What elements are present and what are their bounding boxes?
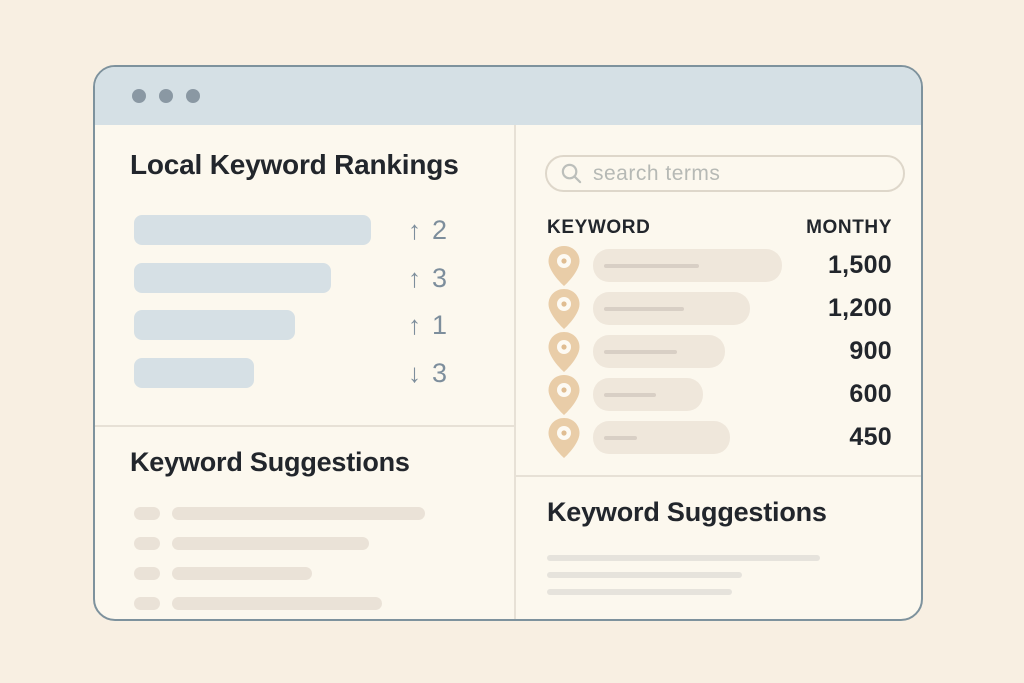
location-pin-icon <box>548 375 580 415</box>
rank-delta-value: 1 <box>432 310 448 340</box>
location-pin-icon <box>548 418 580 458</box>
suggestion-bullet <box>134 567 160 580</box>
keyword-table-row[interactable]: 1,500 <box>547 244 892 287</box>
ranking-row[interactable]: ↑ 2 <box>134 215 494 245</box>
keyword-bar <box>593 335 725 368</box>
arrow-up-icon: ↑ <box>408 310 421 340</box>
arrow-down-icon: ↓ <box>408 358 421 388</box>
suggestion-bullet <box>134 507 160 520</box>
rank-delta-value: 2 <box>432 215 448 245</box>
keyword-text-line <box>604 393 656 397</box>
keyword-rank-bar <box>134 263 331 293</box>
location-pin-icon <box>548 289 580 329</box>
window-control-dot[interactable] <box>186 89 200 103</box>
ranking-row[interactable]: ↑ 3 <box>134 263 494 293</box>
arrow-up-icon: ↑ <box>408 263 421 293</box>
suggestion-bullet <box>134 537 160 550</box>
monthly-volume-value: 1,200 <box>827 294 892 322</box>
keyword-rank-bar <box>134 310 295 340</box>
ranking-row[interactable]: ↑ 1 <box>134 310 494 340</box>
monthly-volume-value: 900 <box>849 337 892 365</box>
suggestion-line <box>547 589 732 595</box>
rank-change: ↑ 2 <box>408 215 447 245</box>
rank-delta-value: 3 <box>432 358 448 388</box>
rank-change: ↑ 1 <box>408 310 447 340</box>
monthly-volume-value: 600 <box>849 380 892 408</box>
keyword-bar <box>593 249 782 282</box>
suggestion-bar <box>172 597 382 610</box>
keyword-table-row[interactable]: 450 <box>547 416 892 459</box>
keyword-table-row[interactable]: 900 <box>547 330 892 373</box>
suggestion-bullet <box>134 597 160 610</box>
table-header-row: KEYWORD MONTHY <box>547 217 892 239</box>
keyword-bar <box>593 378 703 411</box>
suggestion-line <box>547 555 820 561</box>
keyword-rank-bar <box>134 358 254 388</box>
rank-delta-value: 3 <box>432 263 448 293</box>
rank-change: ↑ 3 <box>408 263 447 293</box>
window-control-dot[interactable] <box>159 89 173 103</box>
keyword-bar <box>593 292 750 325</box>
keyword-bar <box>593 421 730 454</box>
keyword-suggestions-left-title: Keyword Suggestions <box>130 447 410 477</box>
window-titlebar <box>95 67 921 125</box>
monthly-volume-value: 450 <box>849 423 892 451</box>
keyword-text-line <box>604 350 677 354</box>
suggestion-bar <box>172 537 369 550</box>
search-placeholder: search terms <box>593 161 721 185</box>
right-section-divider <box>516 475 921 477</box>
location-pin-icon <box>548 246 580 286</box>
keyword-text-line <box>604 264 699 268</box>
keyword-text-line <box>604 307 684 311</box>
keyword-text-line <box>604 436 637 440</box>
column-header-keyword: KEYWORD <box>547 217 651 238</box>
search-input[interactable]: search terms <box>545 155 905 192</box>
browser-window: Local Keyword Rankings ↑ 2 ↑ 3 ↑ 1 <box>93 65 923 621</box>
keyword-rank-bar <box>134 215 371 245</box>
suggestion-bar <box>172 567 312 580</box>
left-section-divider <box>95 425 514 427</box>
ranking-row[interactable]: ↓ 3 <box>134 358 494 388</box>
rank-change: ↓ 3 <box>408 358 447 388</box>
window-control-dot[interactable] <box>132 89 146 103</box>
column-header-monthly: MONTHY <box>806 217 892 238</box>
vertical-divider <box>514 125 516 619</box>
suggestion-bar <box>172 507 425 520</box>
suggestion-line <box>547 572 742 578</box>
monthly-volume-value: 1,500 <box>827 251 892 279</box>
keyword-table-row[interactable]: 1,200 <box>547 287 892 330</box>
location-pin-icon <box>548 332 580 372</box>
arrow-up-icon: ↑ <box>408 215 421 245</box>
local-keyword-rankings-title: Local Keyword Rankings <box>130 149 459 180</box>
keyword-table-row[interactable]: 600 <box>547 373 892 416</box>
keyword-suggestions-right-title: Keyword Suggestions <box>547 497 827 527</box>
search-icon <box>561 163 582 184</box>
